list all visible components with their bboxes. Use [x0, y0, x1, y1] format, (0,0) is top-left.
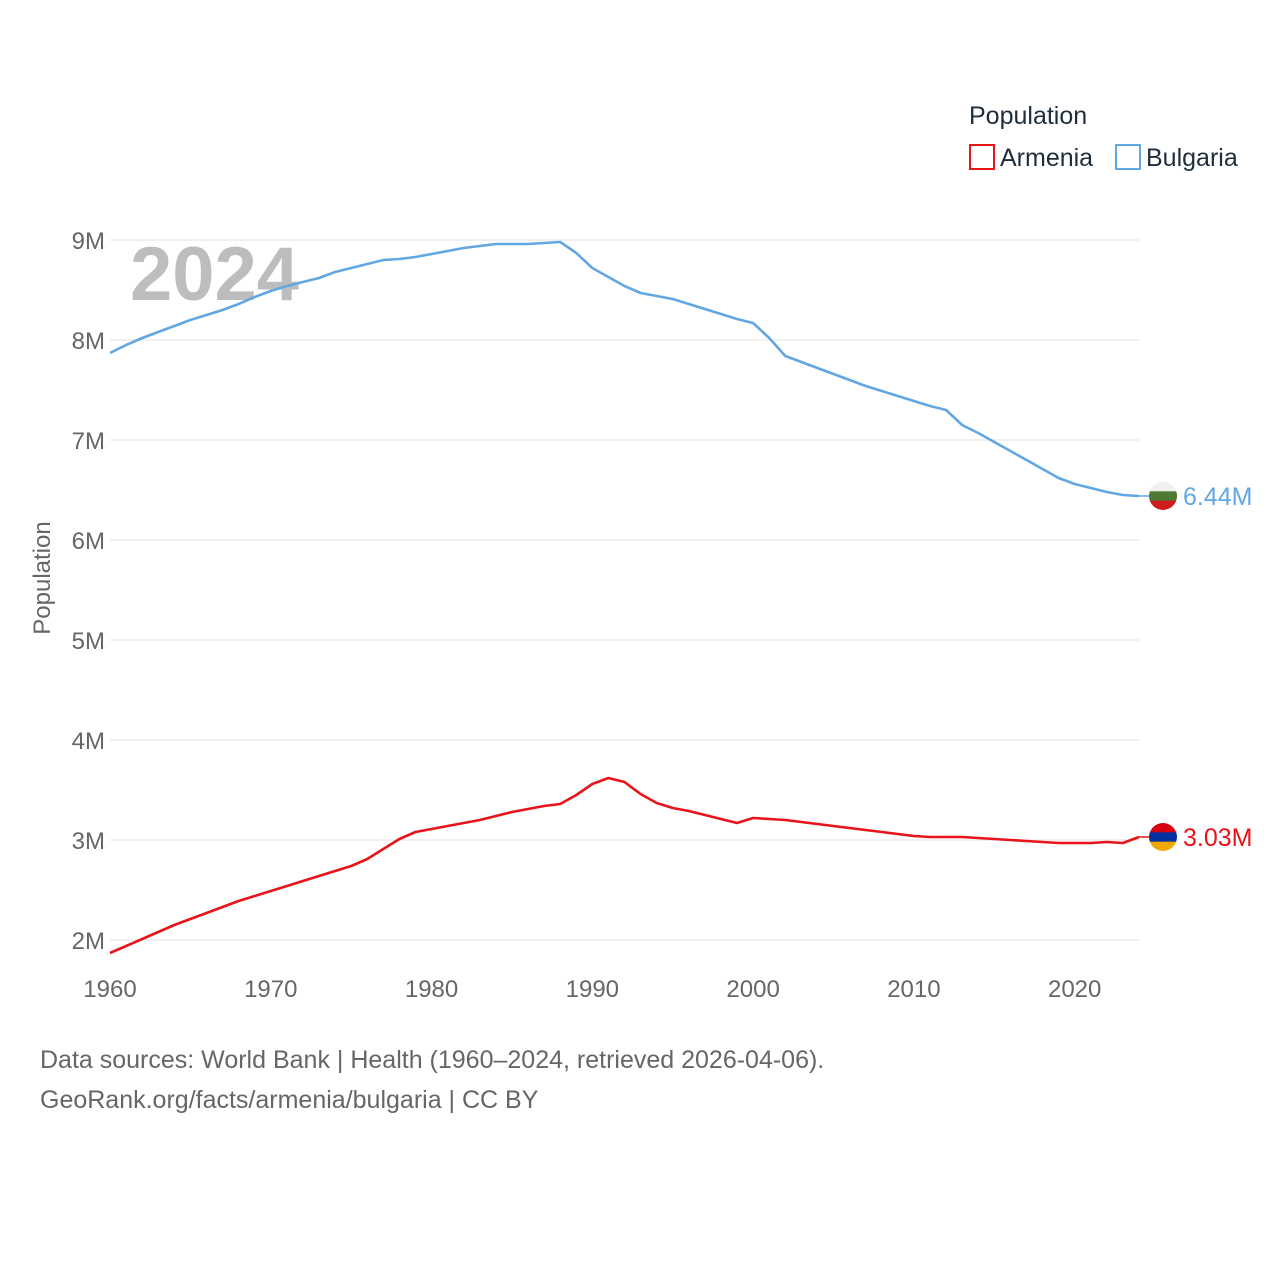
source-line-url[interactable]: GeoRank.org/facts/armenia/bulgaria | CC …	[40, 1086, 539, 1114]
x-axis: 1960 1970 1980 1990 2000 2010 2020	[83, 976, 1101, 1003]
y-tick-label-9M: 9M	[72, 228, 105, 255]
flag-bulgaria-stripe-0	[1149, 482, 1177, 492]
flag-armenia-icon	[1149, 823, 1177, 851]
series-lines	[109, 240, 1140, 955]
legend-title: Population	[969, 102, 1087, 130]
legend-label-armenia: Armenia	[1000, 144, 1093, 172]
x-tick-label-2010: 2010	[887, 976, 940, 1003]
year-watermark: 2024	[130, 232, 299, 317]
y-tick-label-3M: 3M	[72, 828, 105, 855]
y-tick-label-8M: 8M	[72, 328, 105, 355]
y-tick-label-4M: 4M	[72, 728, 105, 755]
x-tick-label-1980: 1980	[405, 976, 458, 1003]
y-tick-label-5M: 5M	[72, 628, 105, 655]
flag-bulgaria-icon	[1149, 482, 1177, 510]
legend-swatch-armenia[interactable]	[969, 144, 995, 170]
end-markers: 3.03M 6.44M	[1139, 482, 1252, 852]
y-tick-label-2M: 2M	[72, 928, 105, 955]
source-line-data: Data sources: World Bank | Health (1960–…	[40, 1046, 825, 1074]
flag-armenia-stripe-2	[1149, 841, 1177, 851]
legend-label-bulgaria: Bulgaria	[1146, 144, 1238, 172]
gridlines	[110, 239, 1139, 941]
legend-item-bulgaria[interactable]: Bulgaria	[1115, 144, 1238, 172]
x-tick-label-1970: 1970	[244, 976, 297, 1003]
y-tick-label-6M: 6M	[72, 528, 105, 555]
legend: Population Armenia Bulgaria	[969, 102, 1238, 172]
legend-swatch-bulgaria[interactable]	[1115, 144, 1141, 170]
series-line-armenia[interactable]	[109, 776, 1140, 955]
x-tick-label-2020: 2020	[1048, 976, 1101, 1003]
y-tick-label-7M: 7M	[72, 428, 105, 455]
source-note: Data sources: World Bank | Health (1960–…	[40, 1040, 824, 1120]
x-tick-label-1990: 1990	[566, 976, 619, 1003]
legend-item-armenia[interactable]: Armenia	[969, 144, 1093, 172]
end-label-armenia: 3.03M	[1183, 824, 1252, 852]
flag-bulgaria-stripe-1	[1149, 491, 1177, 502]
series-line-bulgaria[interactable]	[109, 240, 1140, 498]
end-label-bulgaria: 6.44M	[1183, 483, 1252, 511]
x-tick-label-1960: 1960	[83, 976, 136, 1003]
y-axis: 2M 3M 4M 5M 6M 7M 8M 9M	[72, 228, 105, 955]
flag-armenia-stripe-0	[1149, 823, 1177, 833]
y-axis-title: Population	[29, 521, 56, 634]
flag-armenia-stripe-1	[1149, 832, 1177, 843]
flag-bulgaria-stripe-2	[1149, 500, 1177, 510]
x-tick-label-2000: 2000	[726, 976, 779, 1003]
